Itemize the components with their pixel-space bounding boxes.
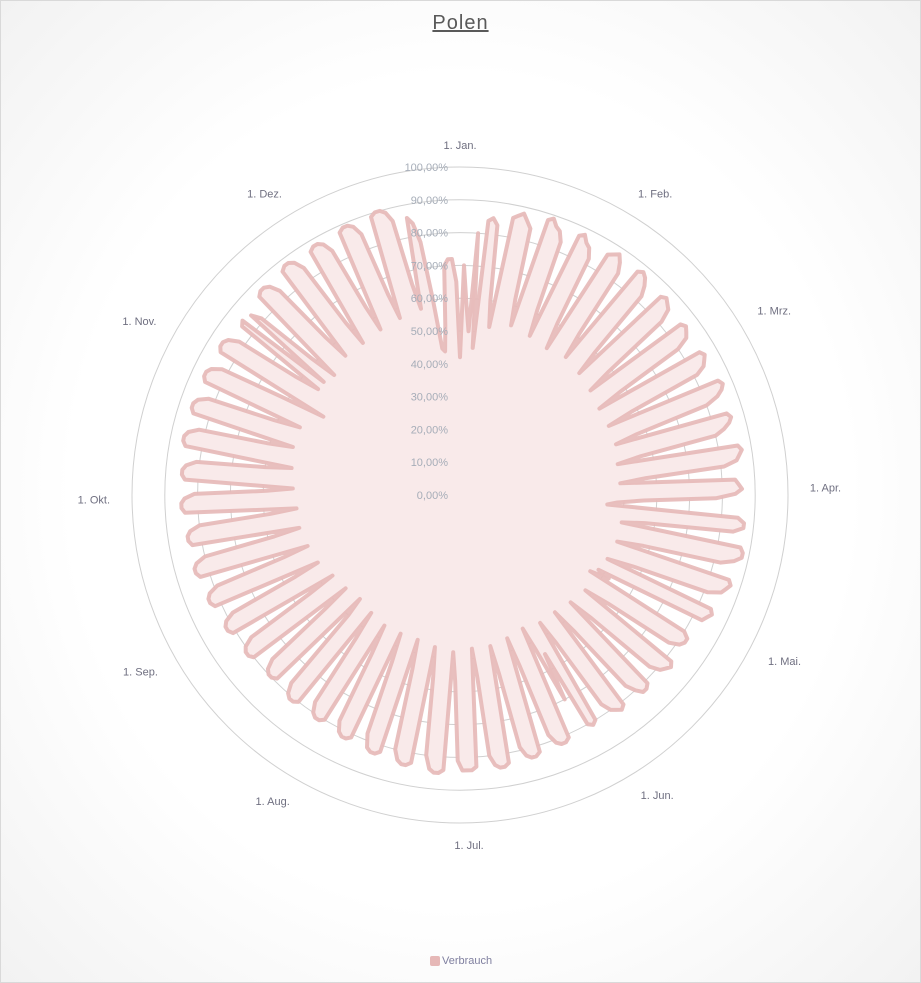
legend: Verbrauch xyxy=(430,955,492,967)
tick-label: 70,00% xyxy=(411,260,449,272)
category-label: 1. Jan. xyxy=(443,140,476,152)
category-label: 1. Sep. xyxy=(123,667,158,679)
tick-label: 30,00% xyxy=(411,392,449,404)
gridline-100 xyxy=(131,166,789,824)
category-label: 1. Mai. xyxy=(768,656,801,668)
chart-title: Polen xyxy=(432,12,489,34)
category-label: 1. Dez. xyxy=(247,189,282,201)
legend-swatch xyxy=(430,956,440,966)
gridline-90 xyxy=(164,199,756,791)
category-label: 1. Okt. xyxy=(78,495,110,507)
category-label: 1. Nov. xyxy=(122,316,156,328)
tick-label: 50,00% xyxy=(411,326,449,338)
category-label: 1. Apr. xyxy=(810,482,841,494)
tick-label: 10,00% xyxy=(411,457,449,469)
tick-label: 40,00% xyxy=(411,359,449,371)
category-labels: 1. Jan. 1. Feb. 1. Mrz. 1. Apr. 1. Mai. 1. Ju… xyxy=(78,140,841,852)
series-verbrauch xyxy=(179,208,746,775)
category-label: 1. Feb. xyxy=(638,189,672,201)
tick-label: 80,00% xyxy=(411,228,449,240)
tick-label: 60,00% xyxy=(411,293,449,305)
tick-label: 20,00% xyxy=(411,424,449,436)
tick-label: 0,00% xyxy=(417,490,448,502)
tick-label: 90,00% xyxy=(411,195,449,207)
tick-label: 100,00% xyxy=(405,162,449,174)
category-label: 1. Mrz. xyxy=(757,306,791,318)
radial-tick-labels: 0,00% 10,00% 20,00% 30,00% 40,00% 50,00% 60,00… xyxy=(405,162,449,502)
category-label: 1. Jun. xyxy=(641,790,674,802)
series-line xyxy=(179,208,746,775)
category-label: 1. Jul. xyxy=(454,840,483,852)
legend-label: Verbrauch xyxy=(442,955,493,967)
category-label: 1. Aug. xyxy=(256,796,290,808)
